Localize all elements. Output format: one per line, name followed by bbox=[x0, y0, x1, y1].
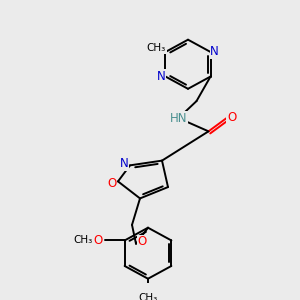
Text: O: O bbox=[93, 234, 102, 247]
Text: O: O bbox=[137, 236, 147, 248]
Text: O: O bbox=[107, 177, 117, 190]
Text: O: O bbox=[227, 111, 236, 124]
Text: CH₃: CH₃ bbox=[147, 43, 166, 53]
Text: N: N bbox=[210, 46, 219, 59]
Text: HN: HN bbox=[170, 112, 187, 124]
Text: N: N bbox=[157, 70, 166, 83]
Text: CH₃: CH₃ bbox=[73, 236, 92, 245]
Text: N: N bbox=[120, 157, 128, 170]
Text: CH₃: CH₃ bbox=[138, 292, 158, 300]
